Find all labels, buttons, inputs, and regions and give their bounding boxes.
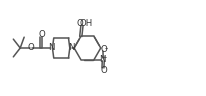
Text: -: - xyxy=(104,44,108,53)
Text: O: O xyxy=(100,45,107,54)
Text: N: N xyxy=(48,43,55,52)
Text: O: O xyxy=(28,43,34,53)
Text: O: O xyxy=(100,66,107,75)
Text: +: + xyxy=(102,55,107,61)
Text: OH: OH xyxy=(80,19,93,28)
Text: O: O xyxy=(76,19,83,28)
Text: N: N xyxy=(68,43,74,52)
Text: N: N xyxy=(99,55,106,64)
Text: O: O xyxy=(38,30,45,39)
